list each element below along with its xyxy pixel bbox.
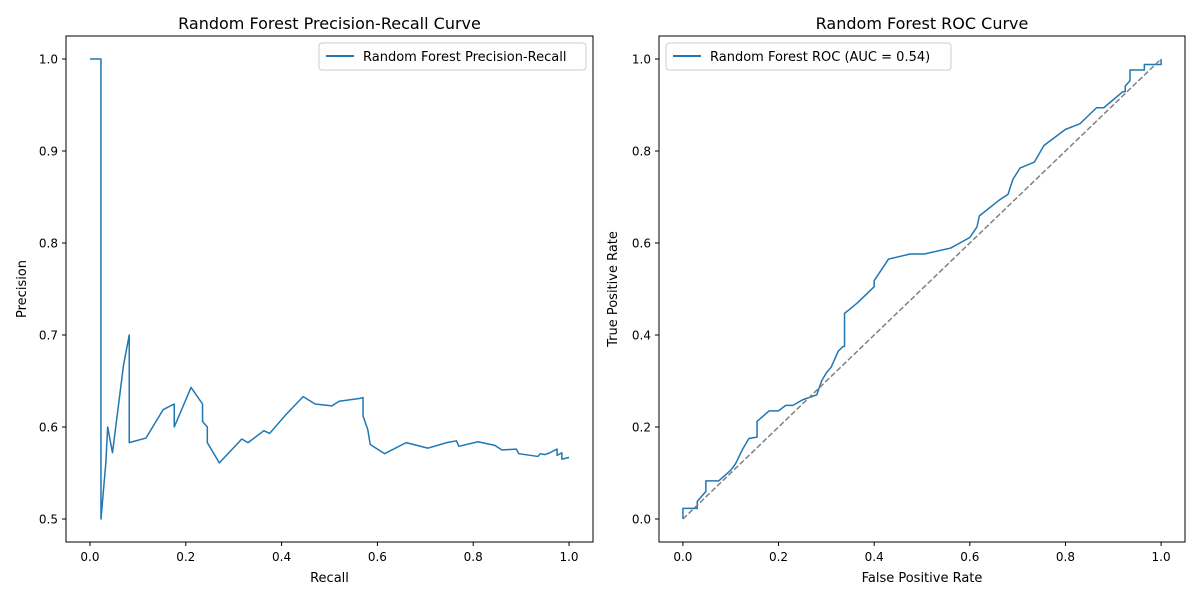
x-tick-label: 0.0 (673, 550, 692, 564)
legend: Random Forest ROC (AUC = 0.54) (665, 42, 952, 71)
x-tick-label: 0.2 (769, 550, 788, 564)
legend: Random Forest Precision-Recall (318, 42, 587, 71)
y-axis-label: Precision (15, 260, 30, 318)
x-axis-label: False Positive Rate (862, 571, 983, 586)
x-tick-label: 0.6 (960, 550, 979, 564)
x-axis-ticks: 0.0 0.2 0.4 0.6 0.8 1.0 (673, 542, 1171, 564)
precision-recall-chart: Random Forest Precision-Recall Curve 0.0… (15, 14, 594, 586)
plot-layer (89, 58, 570, 520)
y-tick-label: 0.0 (632, 513, 651, 527)
y-tick-label: 0.4 (632, 329, 651, 343)
axes-frame (65, 35, 594, 543)
y-tick-label: 0.6 (632, 237, 651, 251)
x-tick-label: 0.6 (368, 550, 387, 564)
y-tick-label: 0.5 (39, 513, 58, 527)
chart-title: Random Forest ROC Curve (816, 14, 1029, 33)
x-tick-label: 0.4 (272, 550, 291, 564)
y-axis-ticks: 0.5 0.6 0.7 0.8 0.9 1.0 (39, 53, 66, 527)
x-tick-label: 0.0 (80, 550, 99, 564)
y-tick-label: 0.8 (632, 145, 651, 159)
y-tick-label: 0.9 (39, 145, 58, 159)
legend-label: Random Forest Precision-Recall (363, 50, 566, 65)
roc-chart: Random Forest ROC Curve 0.0 0.2 0.4 0.6 0.8 1… (606, 14, 1186, 586)
x-tick-label: 0.4 (865, 550, 884, 564)
legend-box (318, 42, 587, 71)
x-axis-ticks: 0.0 0.2 0.4 0.6 0.8 1.0 (80, 542, 579, 564)
series-line (682, 59, 1162, 519)
legend-box (665, 42, 952, 71)
x-tick-label: 0.8 (464, 550, 483, 564)
y-tick-label: 0.6 (39, 421, 58, 435)
y-tick-label: 0.7 (39, 329, 58, 343)
x-axis-label: Recall (310, 571, 349, 586)
legend-label: Random Forest ROC (AUC = 0.54) (710, 50, 930, 65)
y-axis-ticks: 0.0 0.2 0.4 0.6 0.8 1.0 (632, 53, 659, 527)
y-tick-label: 1.0 (39, 53, 58, 67)
x-tick-label: 0.2 (176, 550, 195, 564)
series-line (89, 58, 570, 520)
axes-frame (658, 35, 1186, 543)
x-tick-label: 1.0 (559, 550, 578, 564)
plot-layer (682, 58, 1162, 520)
chart-title: Random Forest Precision-Recall Curve (178, 14, 481, 33)
y-axis-label: True Positive Rate (606, 231, 621, 348)
x-tick-label: 0.8 (1056, 550, 1075, 564)
y-tick-label: 1.0 (632, 53, 651, 67)
x-tick-label: 1.0 (1152, 550, 1171, 564)
y-tick-label: 0.8 (39, 237, 58, 251)
y-tick-label: 0.2 (632, 421, 651, 435)
